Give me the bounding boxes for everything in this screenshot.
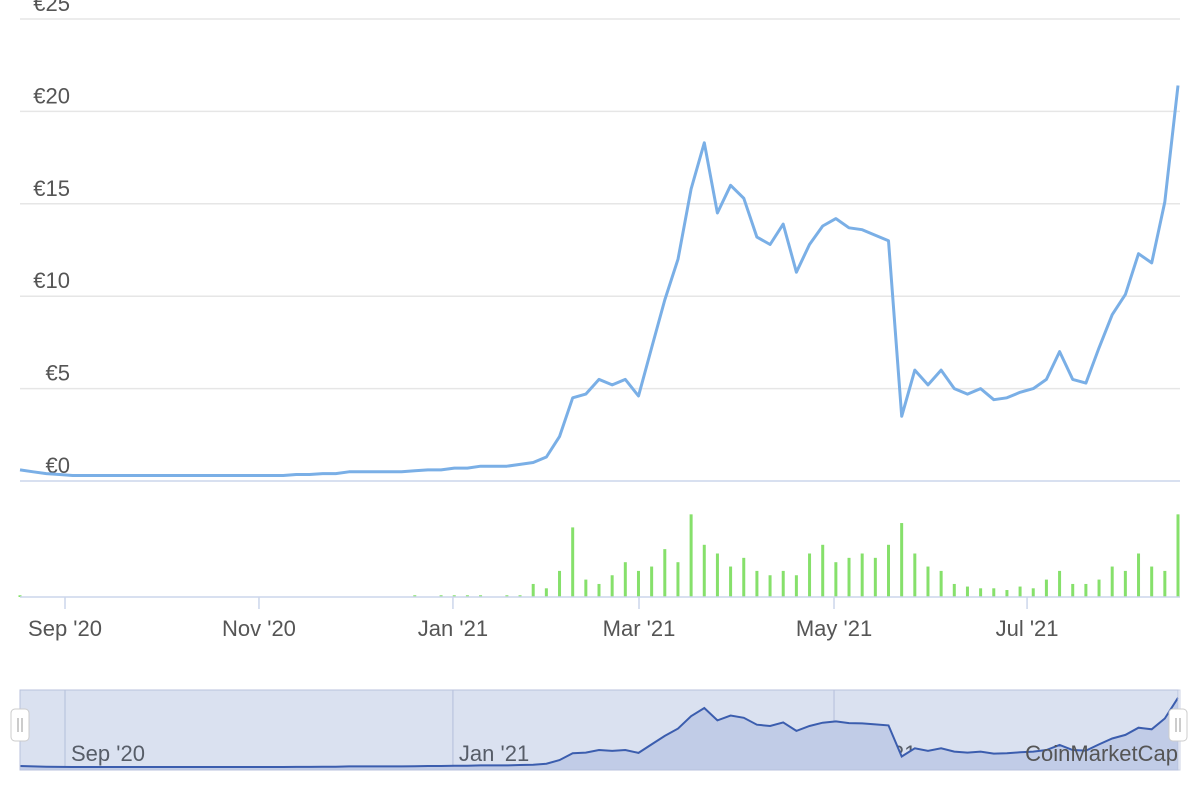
volume-bar xyxy=(1018,586,1022,597)
x-tick-label: Nov '20 xyxy=(222,616,296,641)
volume-bar xyxy=(571,527,575,597)
y-tick-label: €10 xyxy=(33,268,70,293)
navigator-line xyxy=(19,697,1179,768)
x-tick-label: Sep '20 xyxy=(28,616,102,641)
volume-bar xyxy=(452,595,456,597)
volume-bar xyxy=(663,549,667,597)
volume-bar xyxy=(781,570,785,597)
volume-bar xyxy=(965,586,969,597)
navigator-label: Jan '21 xyxy=(459,741,529,766)
watermark: CoinMarketCap xyxy=(1025,741,1178,766)
volume-bar xyxy=(992,588,996,597)
volume-bar xyxy=(1071,583,1075,597)
volume-bar xyxy=(729,566,733,597)
volume-bar xyxy=(1123,570,1127,597)
volume-bar xyxy=(1084,583,1088,597)
volume-bar xyxy=(610,575,614,597)
volume-bar xyxy=(860,553,864,597)
x-tick-label: Jul '21 xyxy=(996,616,1059,641)
volume-bar xyxy=(900,523,904,597)
volume-bar xyxy=(702,544,706,597)
navigator-handle[interactable] xyxy=(1168,708,1188,742)
volume-bar xyxy=(1150,566,1154,597)
volume-bar xyxy=(873,557,877,597)
volume-bar xyxy=(742,557,746,597)
volume-bar xyxy=(1005,590,1009,597)
volume-bar xyxy=(768,575,772,597)
volume-bar xyxy=(623,562,627,597)
x-tick-label: Mar '21 xyxy=(603,616,676,641)
volume-bar xyxy=(755,570,759,597)
x-tick-label: May '21 xyxy=(796,616,872,641)
volume-bar xyxy=(913,553,917,597)
volume-bar xyxy=(1031,588,1035,597)
volume-bar xyxy=(558,570,562,597)
volume-bar xyxy=(1176,514,1180,597)
volume-bar xyxy=(650,566,654,597)
y-tick-label: €25 xyxy=(33,0,70,16)
y-tick-label: €5 xyxy=(46,361,70,386)
volume-bar xyxy=(979,588,983,597)
volume-bar xyxy=(505,595,509,597)
y-tick-label: €20 xyxy=(33,83,70,108)
volume-bar xyxy=(1110,566,1114,597)
navigator-label: Sep '20 xyxy=(71,741,145,766)
volume-bar xyxy=(808,553,812,597)
volume-bar xyxy=(676,562,680,597)
volume-bar xyxy=(518,595,522,597)
volume-bar xyxy=(1058,570,1062,597)
volume-bar xyxy=(479,595,483,597)
handle-grip xyxy=(17,718,23,732)
volume-bar xyxy=(544,588,548,597)
volume-bar xyxy=(1137,553,1141,597)
x-tick-label: Jan '21 xyxy=(418,616,488,641)
volume-bar xyxy=(18,595,22,597)
handle-grip xyxy=(1175,718,1181,732)
volume-bar xyxy=(926,566,930,597)
volume-bar xyxy=(821,544,825,597)
volume-bar xyxy=(847,557,851,597)
volume-bar xyxy=(1097,579,1101,597)
volume-bar xyxy=(939,570,943,597)
volume-bar xyxy=(887,544,890,597)
volume-bar xyxy=(584,579,588,597)
navigator-handle[interactable] xyxy=(10,708,30,742)
volume-bar xyxy=(1163,570,1167,597)
price-line xyxy=(19,85,1180,477)
volume-bar xyxy=(597,583,601,597)
volume-bar xyxy=(689,514,693,597)
volume-bar xyxy=(715,553,719,597)
y-tick-label: €15 xyxy=(33,176,70,201)
volume-bar xyxy=(636,570,640,597)
volume-bar xyxy=(465,595,469,597)
navigator-area xyxy=(20,697,1178,770)
volume-bar xyxy=(439,595,443,597)
volume-bar xyxy=(952,583,956,597)
navigator-mask xyxy=(19,689,1179,771)
volume-bar xyxy=(1044,579,1048,597)
volume-bar xyxy=(413,595,417,597)
volume-bar xyxy=(531,583,535,597)
volume-bar xyxy=(834,562,838,597)
volume-bar xyxy=(794,575,798,597)
